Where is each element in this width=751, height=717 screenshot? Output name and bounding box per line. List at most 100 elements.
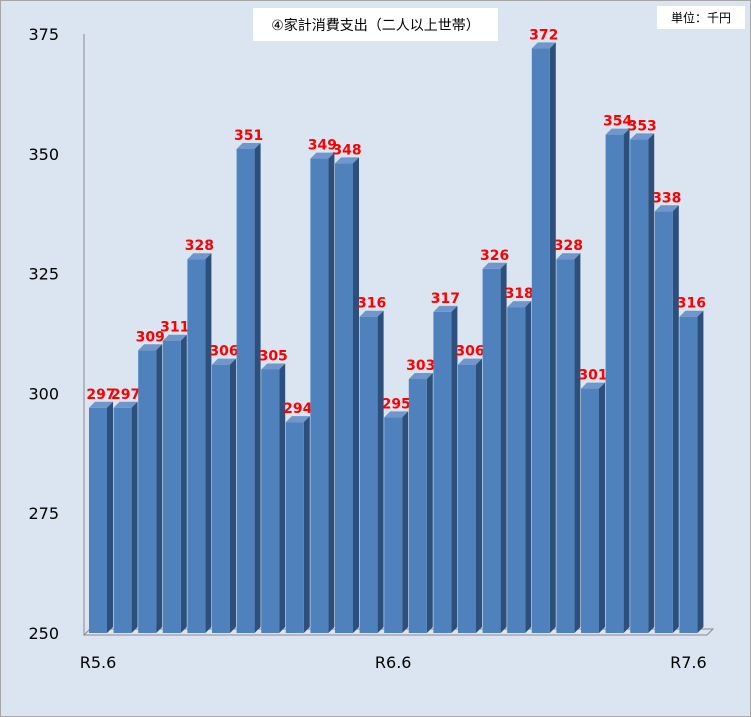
- bar-top: [285, 416, 310, 423]
- bar-side: [205, 253, 212, 633]
- bar-side: [131, 401, 138, 633]
- bar-top: [187, 253, 212, 260]
- bar-side: [623, 128, 630, 633]
- unit-label: 単位：千円: [657, 6, 745, 29]
- bar: [384, 417, 403, 633]
- bar-side: [648, 133, 655, 633]
- x-axis-floor: [82, 628, 715, 636]
- bar-top: [236, 143, 261, 150]
- bar: [654, 211, 673, 633]
- bar-side: [353, 157, 359, 633]
- bar-top: [359, 310, 384, 317]
- bar-top: [113, 401, 138, 408]
- bar-top: [261, 363, 286, 370]
- bar: [113, 407, 132, 633]
- bar: [359, 316, 378, 633]
- bar: [408, 379, 427, 633]
- bar-top: [408, 373, 433, 380]
- bar: [556, 259, 575, 633]
- bar-top: [162, 334, 187, 341]
- bar: [630, 139, 649, 633]
- y-tick-label: 250: [28, 624, 59, 643]
- data-label: 318: [505, 286, 534, 302]
- bar-side: [230, 358, 236, 633]
- data-label: 297: [86, 387, 115, 403]
- bar-side: [254, 143, 261, 633]
- data-label: 294: [283, 401, 312, 417]
- bar-top: [679, 310, 704, 317]
- bar-top: [581, 382, 605, 389]
- bar-top: [605, 128, 630, 135]
- data-label: 354: [603, 114, 632, 130]
- bar: [531, 48, 550, 634]
- bar: [605, 134, 624, 633]
- bar-side: [303, 416, 310, 633]
- data-label: 301: [578, 368, 607, 384]
- x-tick-label: R6.6: [375, 653, 412, 672]
- data-label: 309: [136, 329, 165, 345]
- bar: [236, 149, 255, 633]
- bar: [581, 388, 599, 633]
- bar-top: [384, 411, 409, 418]
- data-label: 348: [332, 142, 361, 158]
- bar: [679, 316, 698, 633]
- bar-top: [556, 253, 581, 260]
- data-label: 349: [308, 138, 337, 154]
- data-label: 306: [455, 344, 484, 360]
- bar: [482, 268, 501, 633]
- bar-top: [630, 133, 655, 140]
- bar-top: [138, 344, 163, 351]
- bar: [138, 350, 157, 633]
- data-label: 303: [406, 358, 435, 374]
- bar-side: [180, 334, 187, 633]
- y-tick-label: 325: [28, 265, 59, 284]
- bar: [212, 364, 230, 633]
- bar-side: [697, 310, 704, 633]
- data-label: 338: [652, 190, 681, 206]
- bar-side: [451, 305, 458, 633]
- bar: [162, 340, 181, 633]
- data-label: 317: [431, 291, 460, 307]
- bar-side: [156, 344, 163, 633]
- bar: [507, 307, 526, 633]
- data-label: 311: [160, 320, 189, 336]
- bar-top: [433, 305, 458, 312]
- data-label: 328: [185, 238, 214, 254]
- bar: [335, 163, 353, 633]
- bar: [187, 259, 206, 633]
- data-label: 306: [209, 344, 238, 360]
- bar: [310, 158, 329, 634]
- data-label: 316: [677, 296, 706, 312]
- data-label: 305: [259, 348, 288, 364]
- y-tick-label: 275: [28, 504, 59, 523]
- y-tick-label: 375: [28, 25, 59, 44]
- bar-top: [335, 157, 359, 164]
- data-label: 297: [111, 387, 140, 403]
- bar-side: [328, 152, 335, 634]
- data-label: 326: [480, 248, 509, 264]
- bar-side: [377, 310, 384, 633]
- bar-top: [482, 262, 507, 269]
- bar-side: [279, 363, 286, 633]
- bar: [433, 311, 452, 633]
- x-tick-label: R5.6: [80, 653, 117, 672]
- bar-side: [549, 42, 556, 634]
- bar: [89, 407, 107, 633]
- data-label: 372: [529, 27, 558, 43]
- bar-side: [107, 401, 113, 633]
- data-label: 351: [234, 128, 263, 144]
- bar-side: [599, 382, 605, 633]
- data-label: 328: [554, 238, 583, 254]
- y-tick-label: 300: [28, 384, 59, 403]
- bar-top: [531, 42, 556, 49]
- bar-top: [458, 358, 482, 365]
- y-tick-label: 350: [28, 145, 59, 164]
- chart-title: ④家計消費支出（二人以上世帯）: [253, 8, 498, 41]
- bar-side: [426, 373, 433, 633]
- data-label: 316: [357, 296, 386, 312]
- bar: [261, 369, 280, 633]
- bar-side: [672, 205, 679, 633]
- bar-side: [525, 301, 532, 633]
